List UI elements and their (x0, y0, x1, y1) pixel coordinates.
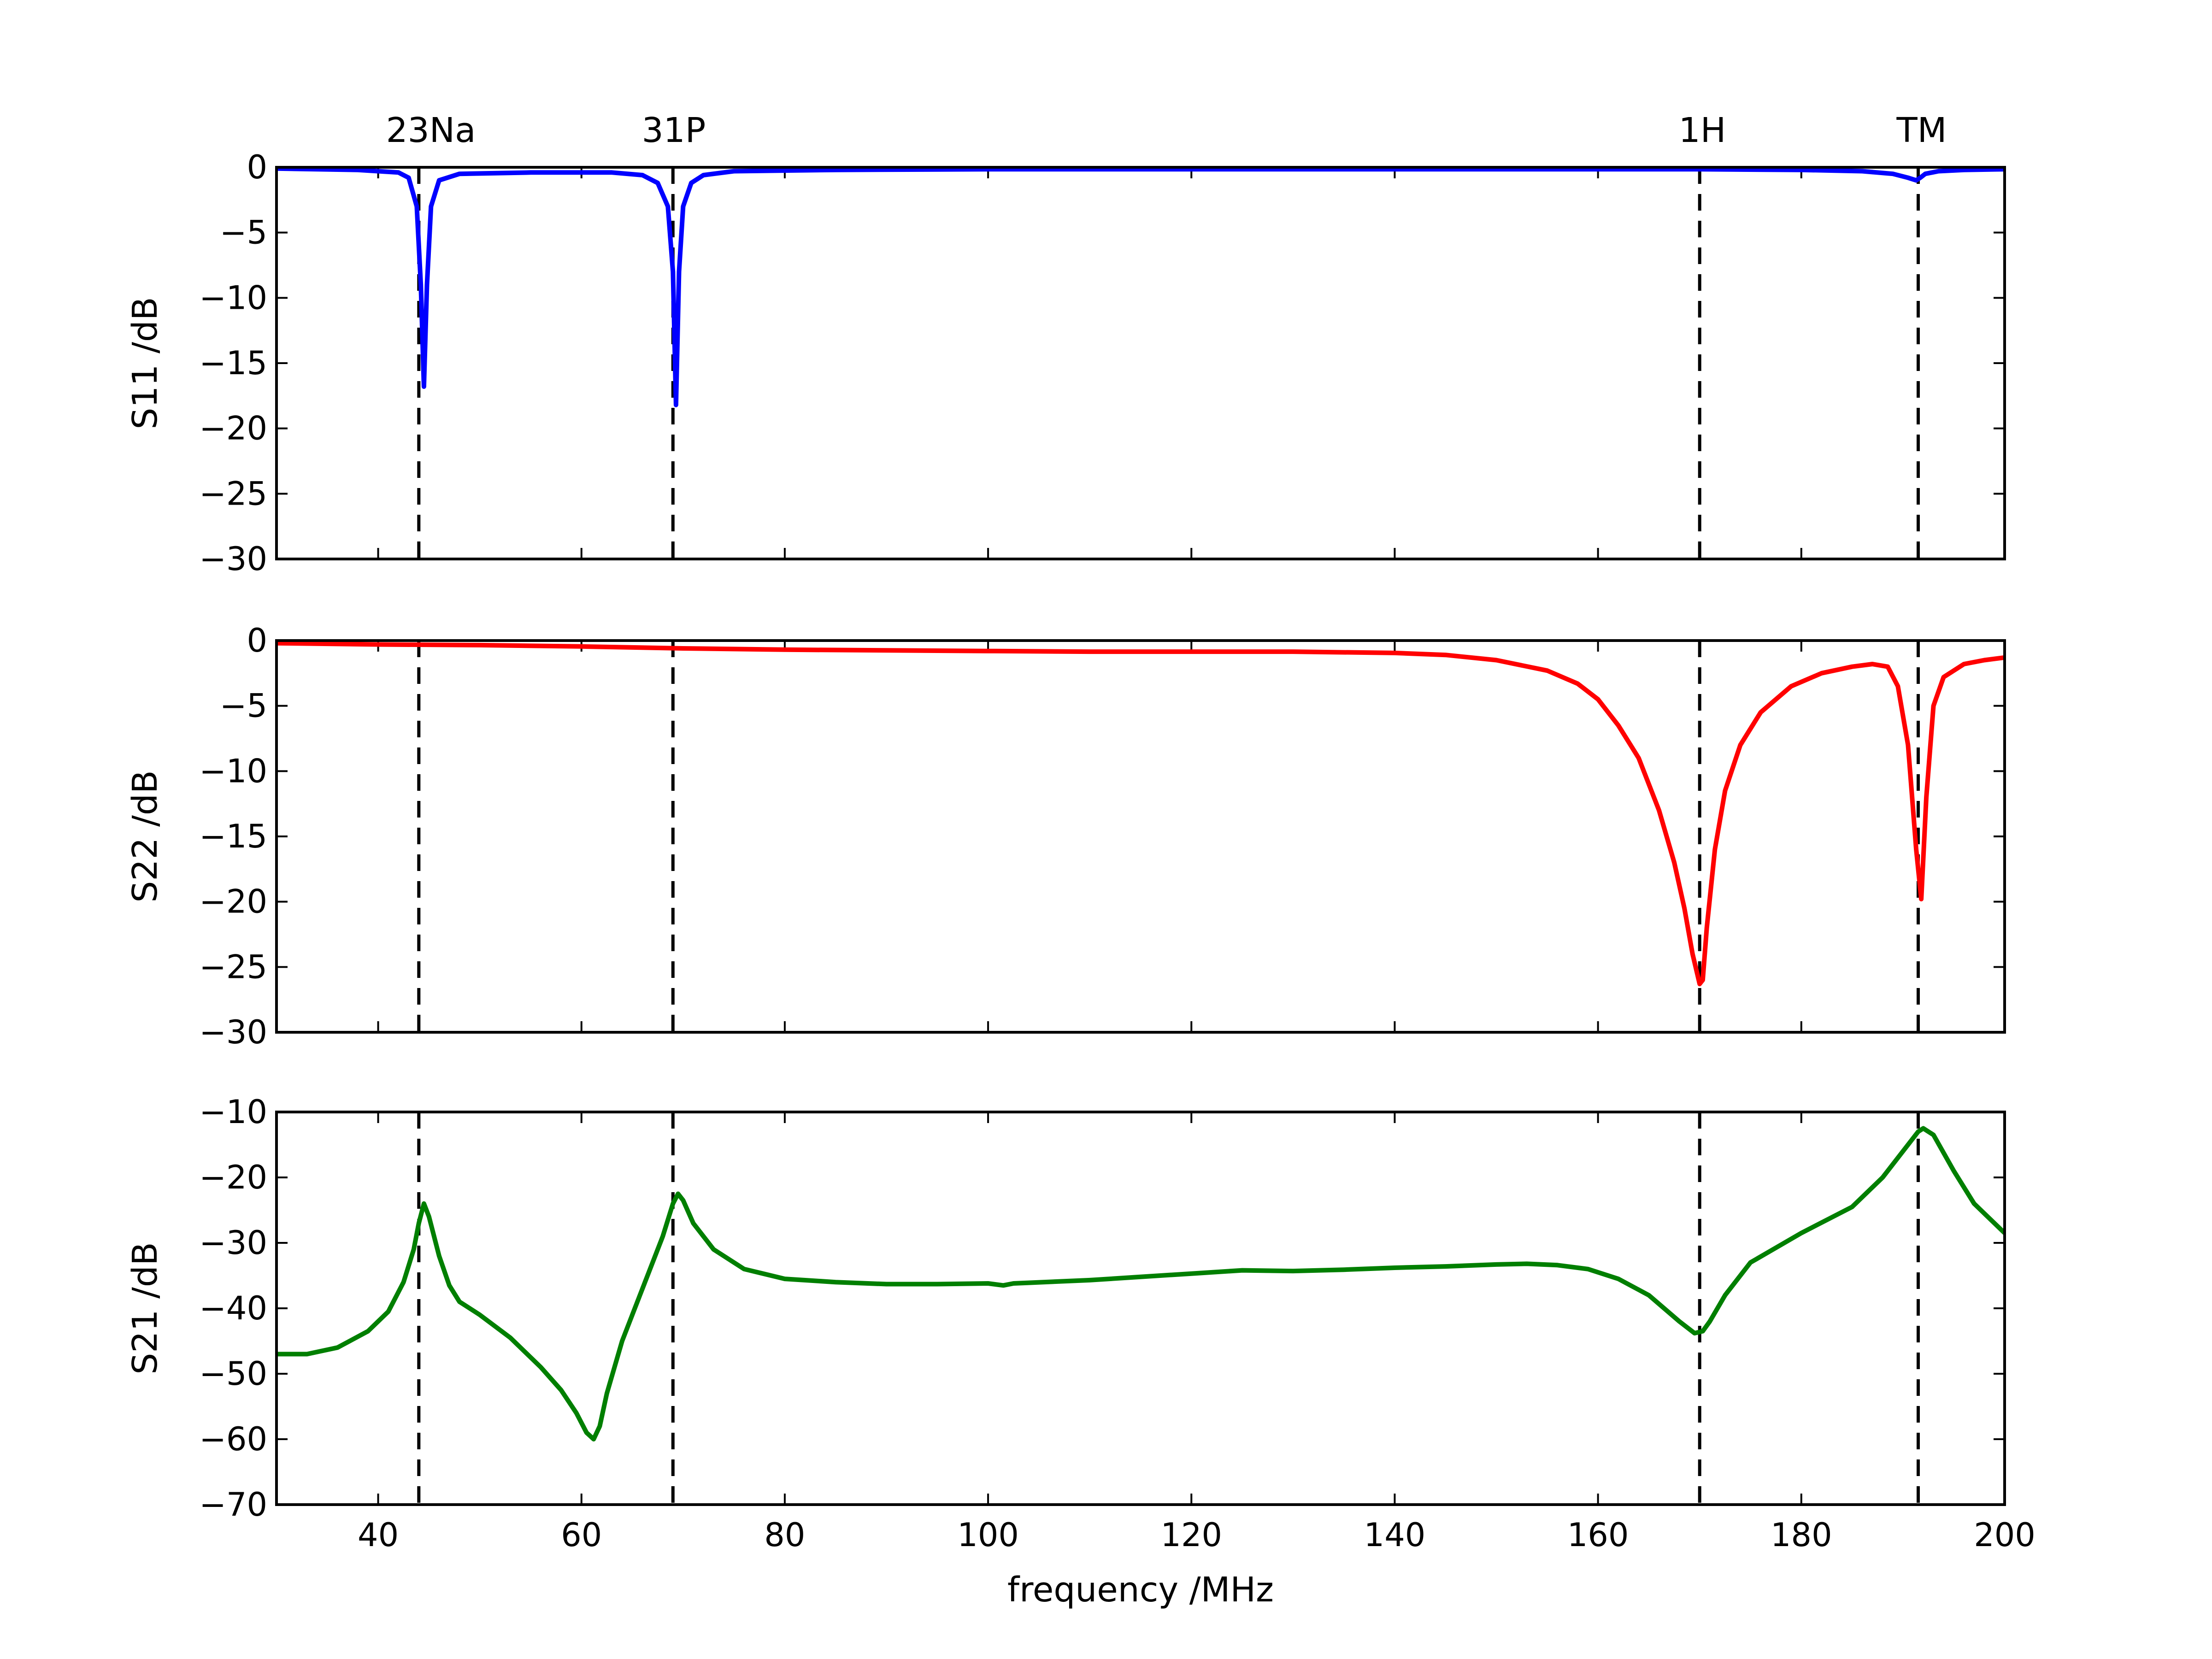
s22-ytick-label: −30 (199, 1013, 267, 1051)
s11-ytick-label: −5 (220, 214, 267, 252)
s22-series-line (276, 641, 2005, 987)
s21-axes-frame (275, 1111, 2006, 1506)
s21-ytick-label: −30 (199, 1224, 267, 1262)
s11-ytick-label: −25 (199, 475, 267, 512)
marker-label-1h: 1H (1679, 111, 1726, 150)
s21-series-line (276, 1126, 2005, 1441)
s11-ytick-label: −20 (199, 410, 267, 447)
s21-ytick-label: −40 (199, 1289, 267, 1327)
s11-ytick-label: −30 (199, 540, 267, 578)
s22-ytick-label: −10 (199, 752, 267, 790)
s11-ylabel: S11 /dB (125, 297, 165, 429)
marker-label-tm: TM (1896, 111, 1947, 150)
s21-xtick-label: 80 (764, 1516, 805, 1554)
s11-axes-frame (275, 166, 2006, 560)
s21-ytick-label: −10 (199, 1093, 267, 1131)
s21-xtick-label: 160 (1567, 1516, 1629, 1554)
s22-ytick-label: 0 (247, 622, 267, 659)
s21-ytick-label: −60 (199, 1420, 267, 1458)
s22-ytick-label: −20 (199, 883, 267, 921)
s21-ytick-label: −70 (199, 1486, 267, 1524)
s11-series-line (276, 167, 2005, 407)
s21-xtick-label: 120 (1160, 1516, 1222, 1554)
s21-ytick-label: −20 (199, 1159, 267, 1196)
s22-panel: 0 −5 −10 −15 −20 −25 −30 S22 /dB (125, 622, 2006, 1051)
s21-panel: −10 −20 −30 −40 −50 −60 −70 40 60 80 100 120 140 160 1… (125, 1093, 2036, 1610)
s21-xtick-label: 60 (561, 1516, 602, 1554)
s21-xtick-label: 180 (1771, 1516, 1832, 1554)
s21-xtick-label: 100 (957, 1516, 1019, 1554)
s11-panel: 0 −5 −10 −15 −20 −25 −30 S11 /dB 23Na 31P 1H T… (125, 111, 2006, 578)
s11-ytick-label: 0 (247, 148, 267, 186)
s21-marker-lines (417, 1112, 1920, 1505)
s22-ytick-label: −5 (220, 687, 267, 725)
marker-label-23na: 23Na (386, 111, 476, 150)
s11-ytick-label: −15 (199, 344, 267, 382)
s21-ytick-label: −50 (199, 1355, 267, 1393)
s22-ylabel: S22 /dB (125, 770, 165, 902)
s21-xtick-label: 200 (1974, 1516, 2036, 1554)
s11-ytick-label: −10 (199, 279, 267, 317)
s22-marker-lines (417, 641, 1920, 1032)
x-axis-label: frequency /MHz (1007, 1570, 1274, 1610)
s22-ytick-label: −25 (199, 948, 267, 986)
s21-xtick-label: 140 (1364, 1516, 1426, 1554)
marker-label-31p: 31P (642, 111, 706, 150)
s11-ticks: 0 −5 −10 −15 −20 −25 −30 (199, 148, 2006, 578)
s22-axes-frame (275, 639, 2006, 1034)
s22-ytick-label: −15 (199, 818, 267, 855)
marker-labels: 23Na 31P 1H TM (386, 111, 1947, 150)
s21-xtick-label: 40 (358, 1516, 399, 1554)
s21-ylabel: S21 /dB (125, 1242, 165, 1374)
